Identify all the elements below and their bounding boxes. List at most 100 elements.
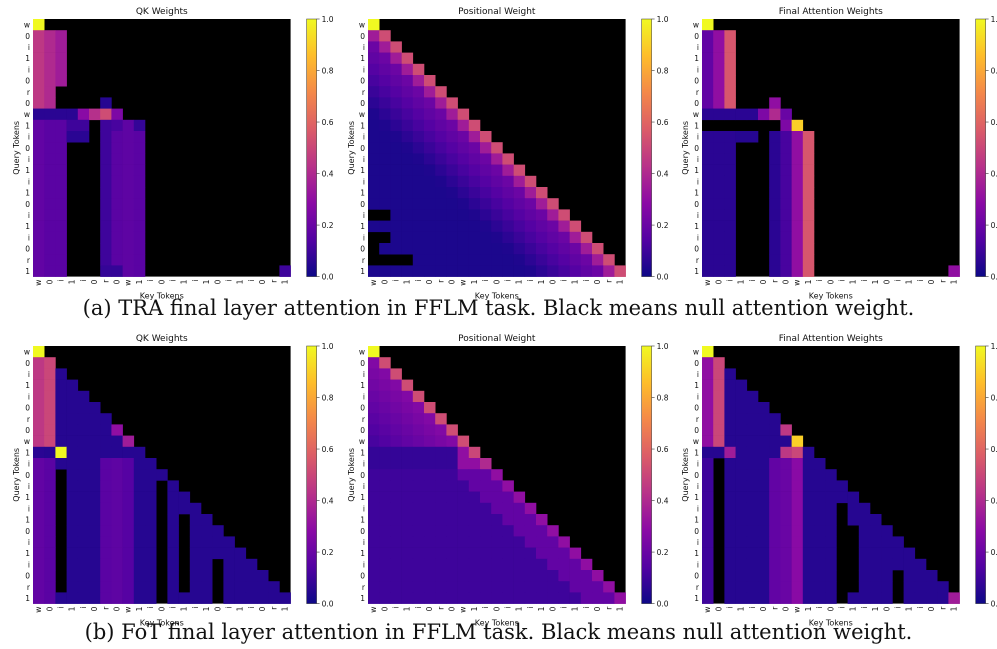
heatmap-cell: [133, 547, 146, 560]
y-tick-label: r: [27, 88, 31, 97]
heatmap-cell: [746, 570, 759, 582]
heatmap-cell: [368, 357, 380, 369]
heatmap-cell: [903, 570, 916, 582]
heatmap-cell: [713, 424, 725, 436]
heatmap-cell: [735, 558, 748, 571]
heatmap-cell: [457, 502, 470, 515]
heatmap-cell: [33, 220, 45, 233]
y-tick-label: i: [363, 43, 365, 52]
heatmap-cell: [390, 52, 402, 65]
y-tick-label: 1: [694, 222, 699, 231]
heatmap-cell: [724, 164, 736, 177]
heatmap-cell: [44, 480, 56, 492]
y-tick-label: 1: [360, 516, 365, 525]
heatmap-cell: [368, 108, 380, 121]
heatmap-cell: [379, 187, 391, 199]
heatmap-cell: [480, 243, 492, 255]
heatmap-cell: [702, 108, 714, 121]
heatmap-cell: [33, 63, 45, 76]
heatmap-cell: [468, 491, 481, 504]
x-tick-label: w: [34, 607, 43, 613]
heatmap-cell: [480, 592, 492, 604]
heatmap-cell: [33, 357, 45, 369]
heatmap-cell: [33, 547, 45, 560]
heatmap-cell: [702, 30, 714, 42]
heatmap-cell: [724, 469, 736, 481]
x-tick-label: 0: [258, 606, 267, 611]
heatmap-cell: [401, 536, 414, 548]
heatmap-cell: [814, 480, 826, 492]
heatmap-cell: [379, 243, 391, 255]
heatmap-cell: [33, 41, 45, 53]
heatmap-cell: [89, 558, 101, 571]
heatmap-cell: [814, 570, 826, 582]
heatmap-cell: [480, 469, 492, 481]
heatmap-cell: [401, 402, 414, 414]
colorbar-tick-label: 0.0: [322, 273, 334, 282]
heatmap-cell: [513, 525, 526, 537]
heatmap-cell: [457, 243, 470, 255]
heatmap-cell: [435, 491, 447, 504]
heatmap-cell: [156, 469, 168, 481]
heatmap-cell: [480, 164, 492, 177]
heatmap-cell: [758, 502, 770, 515]
heatmap-cell: [77, 570, 90, 582]
heatmap-cell: [122, 187, 135, 199]
heatmap-cell: [111, 581, 123, 593]
y-tick-label: 1: [25, 54, 30, 63]
heatmap-cell: [435, 164, 447, 177]
heatmap-cell: [769, 514, 781, 526]
heatmap-cell: [457, 231, 470, 244]
heatmap-cell: [122, 558, 135, 571]
x-tick-label: i: [860, 607, 869, 609]
heatmap-cell: [424, 243, 436, 255]
heatmap-panel-a2: Positional Weightw0i1i0r0w1i0i1i10i1i0r1…: [347, 7, 669, 301]
heatmap-cell: [390, 570, 402, 582]
heatmap-cell: [713, 413, 725, 425]
heatmap-cell: [580, 581, 593, 593]
heatmap-cell: [111, 480, 123, 492]
y-tick-label: i: [363, 392, 365, 401]
heatmap-cell: [412, 198, 425, 210]
x-axis-label: Key Tokens: [809, 619, 853, 628]
heatmap-cell: [825, 502, 837, 515]
heatmap-cell: [480, 254, 492, 266]
heatmap-cell: [780, 198, 792, 210]
heatmap-cell: [446, 153, 458, 165]
colorbar-tick-label: 0.8: [991, 67, 997, 76]
x-tick-label: 0: [425, 279, 434, 284]
heatmap-cell: [245, 558, 258, 571]
heatmap-cell: [491, 265, 503, 277]
heatmap-cell: [724, 514, 736, 526]
heatmap-cell: [502, 187, 514, 199]
heatmap-cell: [55, 52, 67, 65]
heatmap-cell: [724, 570, 736, 582]
heatmap-cell: [111, 119, 123, 132]
heatmap-cell: [401, 175, 414, 188]
heatmap-cell: [401, 63, 414, 76]
heatmap-cell: [881, 547, 893, 560]
colorbar-tick-label: 0.2: [991, 548, 997, 557]
heatmap-cell: [412, 547, 425, 560]
x-tick-label: i: [582, 607, 591, 609]
heatmap-cell: [791, 502, 804, 515]
y-tick-label: 0: [360, 426, 365, 435]
heatmap-cell: [189, 570, 202, 582]
heatmap-cell: [368, 19, 380, 31]
heatmap-cell: [379, 558, 391, 571]
x-tick-label: i: [815, 280, 824, 282]
heatmap-cell: [536, 558, 548, 571]
heatmap-cell: [702, 390, 714, 403]
x-tick-label: 1: [616, 606, 625, 611]
y-tick-label: i: [697, 538, 699, 547]
heatmap-cell: [746, 592, 759, 604]
heatmap-cell: [735, 525, 748, 537]
heatmap-cell: [368, 480, 380, 492]
heatmap-cell: [791, 175, 804, 188]
y-tick-label: i: [363, 155, 365, 164]
heatmap-cell: [769, 231, 781, 244]
heatmap-cell: [858, 558, 871, 571]
heatmap-cell: [33, 119, 45, 132]
heatmap-cell: [825, 536, 837, 548]
